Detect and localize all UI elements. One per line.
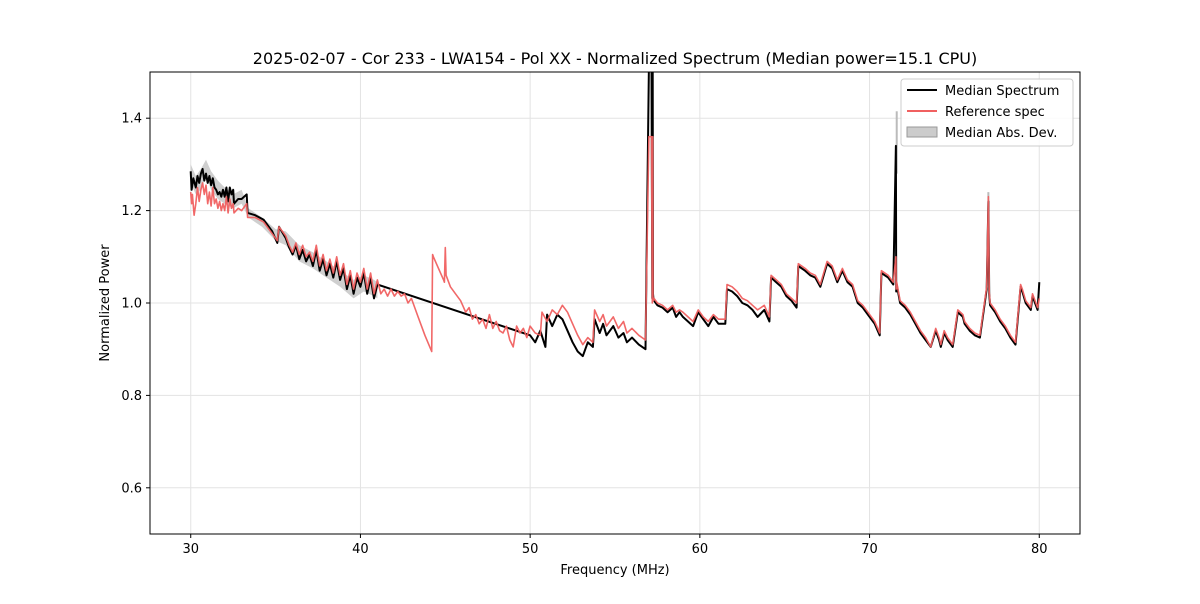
y-tick-label: 1.2 [121, 204, 142, 219]
legend-label-median-abs-dev: Median Abs. Dev. [945, 126, 1057, 141]
axis-ticks: 30 40 50 60 70 80 0.6 0.8 1.0 1.2 1.4 [121, 112, 1047, 557]
mad-band [190, 159, 378, 299]
reference-spec-line [189, 135, 1041, 353]
x-tick-label: 60 [692, 542, 709, 557]
legend-box [900, 78, 1074, 147]
chart-title: 2025-02-07 - Cor 233 - LWA154 - Pol XX -… [253, 49, 977, 68]
y-tick-label: 0.6 [121, 481, 142, 496]
y-tick-label: 1.4 [121, 112, 142, 127]
x-tick-label: 50 [522, 542, 539, 557]
series-layer [189, 72, 1041, 358]
legend-swatch-median-abs-dev [906, 126, 938, 138]
x-tick-label: 30 [182, 542, 199, 557]
y-tick-label: 0.8 [121, 389, 142, 404]
x-axis-label: Frequency (MHz) [560, 563, 669, 578]
y-tick-label: 1.0 [121, 297, 142, 312]
x-tick-label: 40 [352, 542, 369, 557]
legend-label-reference-spec: Reference spec [945, 105, 1045, 120]
x-tick-label: 80 [1031, 542, 1048, 557]
x-tick-label: 70 [861, 542, 878, 557]
plot-frame [149, 71, 1081, 535]
legend: Median Spectrum Reference spec Median Ab… [900, 78, 1074, 147]
y-axis-label: Normalized Power [98, 244, 113, 362]
legend-label-median-spectrum: Median Spectrum [945, 84, 1059, 99]
